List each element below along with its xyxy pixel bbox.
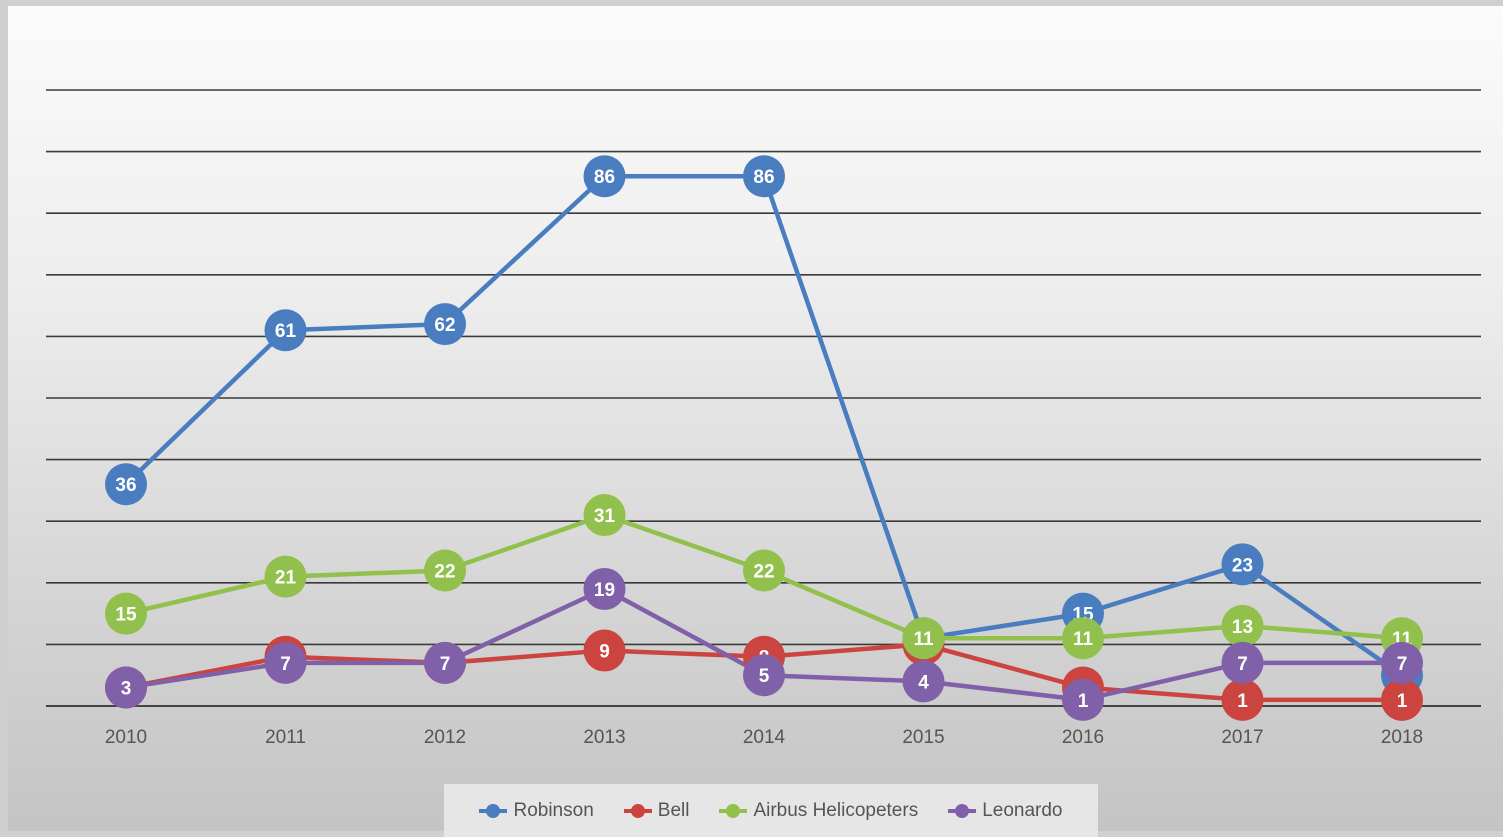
data-point: [583, 567, 626, 610]
legend-label: Leonardo: [982, 799, 1063, 821]
data-label: 11: [913, 629, 934, 650]
legend-marker-icon: [479, 803, 508, 818]
data-point: [1381, 641, 1423, 684]
data-label: 3: [121, 679, 132, 700]
data-point: [264, 555, 307, 598]
data-label: 22: [434, 561, 455, 582]
legend-item: Robinson: [479, 799, 594, 822]
data-point: [105, 592, 147, 635]
data-label: 5: [759, 666, 770, 687]
data-point: [583, 155, 626, 198]
legend-item: Leonardo: [948, 799, 1063, 822]
data-point: [105, 463, 147, 506]
data-label: 1: [1397, 691, 1408, 712]
data-point: [743, 155, 785, 198]
data-label: 1: [1237, 691, 1248, 712]
data-label: 86: [753, 167, 774, 188]
data-point: [902, 660, 945, 703]
data-label: 7: [1397, 654, 1408, 675]
data-point: [1062, 678, 1104, 721]
data-point: [1221, 604, 1264, 647]
x-tick-label: 2015: [902, 727, 944, 748]
data-label: 1: [1078, 691, 1089, 712]
data-point: [1381, 678, 1423, 721]
data-point: [424, 549, 466, 592]
data-label: 31: [594, 506, 616, 527]
data-point: [1221, 678, 1264, 721]
data-point: [583, 629, 626, 672]
data-point: [743, 654, 785, 697]
x-tick-label: 2014: [743, 727, 786, 748]
legend-item: Airbus Helicopeters: [719, 800, 918, 822]
data-point: [264, 309, 307, 352]
series-points: 3661628686111523538798103111521223122111…: [105, 155, 1423, 721]
legend-label: Robinson: [513, 799, 594, 821]
data-label: 86: [594, 167, 615, 188]
chart-frame: 2010 2011 2012 2013 2014 2015 2016 2017 2018 36 6…: [8, 6, 1503, 837]
data-label: 9: [599, 642, 610, 663]
legend-marker-icon: [623, 803, 652, 818]
data-point: [743, 549, 785, 592]
data-label: 13: [1232, 617, 1253, 638]
x-tick-label: 2018: [1381, 727, 1423, 748]
data-label: 7: [1237, 654, 1248, 675]
data-point: [424, 641, 466, 684]
data-point: [264, 641, 307, 684]
legend: Robinson Bell Airbus Helicopeters Leonardo: [444, 784, 1098, 837]
data-point: [583, 494, 626, 537]
data-label: 62: [434, 315, 455, 336]
data-label: 21: [275, 568, 297, 589]
x-axis-ticks: 2010 2011 2012 2013 2014 2015 2016 2017 2018: [105, 727, 1423, 748]
data-label: 22: [753, 561, 774, 582]
legend-marker-icon: [719, 803, 748, 818]
line-chart: 2010 2011 2012 2013 2014 2015 2016 2017 2018 36 6…: [46, 89, 1481, 748]
data-label: 7: [280, 654, 291, 675]
data-label: 7: [440, 654, 451, 675]
x-tick-label: 2017: [1221, 727, 1263, 748]
legend-item: Bell: [623, 799, 690, 822]
series-lines: [123, 173, 1405, 703]
data-label: 4: [918, 672, 929, 693]
data-point: [902, 617, 945, 660]
data-label: 11: [1073, 629, 1094, 650]
data-label: 15: [115, 605, 137, 626]
data-label: 23: [1232, 555, 1253, 576]
series-line: [123, 173, 1405, 678]
data-point: [1062, 617, 1104, 660]
legend-label: Airbus Helicopeters: [753, 799, 919, 821]
x-tick-label: 2016: [1062, 727, 1104, 748]
data-point: [424, 303, 466, 346]
x-tick-label: 2011: [265, 727, 306, 748]
data-point: [1221, 641, 1264, 684]
data-label: 61: [275, 321, 297, 342]
data-point: [1221, 543, 1264, 586]
x-tick-label: 2010: [105, 727, 147, 748]
x-tick-label: 2012: [424, 727, 466, 748]
data-point: [105, 666, 147, 709]
data-label: 36: [115, 475, 136, 496]
legend-label: Bell: [657, 799, 690, 821]
legend-marker-icon: [948, 803, 977, 818]
data-label: 19: [594, 580, 615, 601]
x-tick-label: 2013: [583, 727, 625, 748]
